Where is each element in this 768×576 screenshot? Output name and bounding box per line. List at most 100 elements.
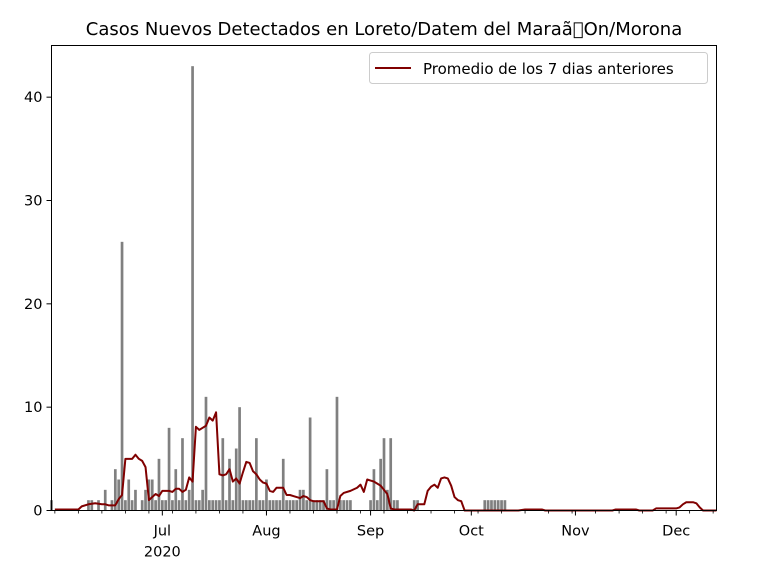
bar — [201, 489, 204, 511]
bar — [164, 500, 168, 511]
bar — [261, 500, 265, 511]
bar — [302, 489, 305, 511]
bar — [496, 500, 500, 511]
x-tick-label: Oct — [459, 524, 484, 540]
bar — [265, 479, 268, 511]
bar — [218, 500, 221, 511]
bar — [103, 489, 107, 511]
bar — [291, 500, 295, 511]
bar — [171, 500, 174, 511]
bar — [117, 479, 121, 511]
bar-series — [50, 66, 507, 511]
bar — [386, 489, 389, 511]
plot-frame — [51, 45, 717, 511]
bar — [295, 500, 299, 511]
bar — [238, 407, 241, 511]
bar — [177, 500, 181, 511]
bar — [389, 438, 393, 511]
x-tick-label: Dec — [662, 524, 690, 540]
bar — [369, 500, 372, 511]
bar — [127, 479, 131, 511]
bar — [281, 458, 285, 511]
legend: Promedio de los 7 dias anteriores — [369, 52, 708, 84]
bar — [97, 500, 100, 511]
bar — [396, 500, 399, 511]
bar — [486, 500, 490, 511]
bar — [130, 500, 134, 511]
bar — [493, 500, 497, 511]
bar — [167, 427, 171, 511]
bar — [228, 458, 231, 511]
bar — [268, 500, 272, 511]
bar — [312, 500, 315, 511]
bar — [248, 500, 251, 511]
bar — [197, 500, 201, 511]
bar — [181, 438, 184, 511]
bar — [483, 500, 487, 511]
bar — [208, 500, 211, 511]
bar — [305, 500, 309, 511]
bar — [214, 500, 218, 511]
bar — [140, 500, 144, 511]
bar — [322, 500, 325, 511]
x-axis: Jul 2020 Aug Sep Oct Nov Dec — [54, 510, 714, 561]
legend-box — [369, 52, 708, 84]
bar — [318, 500, 322, 511]
bar — [154, 500, 157, 511]
y-tick-label: 0 — [33, 504, 42, 520]
bar — [187, 489, 191, 511]
bar — [342, 500, 346, 511]
bar — [375, 500, 379, 511]
bar — [157, 458, 161, 511]
bar — [308, 417, 312, 511]
bar — [500, 500, 503, 511]
x-tick-label: Jul — [153, 524, 172, 540]
x-tick-label: Aug — [252, 524, 280, 540]
bar — [211, 500, 215, 511]
bar — [124, 500, 127, 511]
bar — [332, 500, 335, 511]
bar — [392, 500, 396, 511]
bar — [90, 500, 94, 511]
bar — [288, 500, 292, 511]
bar — [325, 469, 329, 511]
bar — [382, 438, 386, 511]
bar — [241, 500, 245, 511]
bar — [275, 500, 278, 511]
bar — [285, 500, 288, 511]
bar — [150, 479, 154, 511]
chart-title: Casos Nuevos Detectados en Loreto/Datem … — [86, 19, 683, 40]
bar — [503, 500, 507, 511]
bar — [328, 500, 332, 511]
bar — [134, 489, 137, 511]
bar — [345, 500, 349, 511]
bar — [315, 500, 319, 511]
y-tick-label: 40 — [24, 90, 42, 106]
bar — [113, 469, 117, 511]
bar — [490, 500, 493, 511]
bar — [184, 500, 188, 511]
bar — [258, 500, 262, 511]
bar — [191, 66, 194, 511]
legend-label: Promedio de los 7 dias anteriores — [423, 60, 674, 78]
bar — [160, 500, 164, 511]
bar — [194, 500, 198, 511]
bar — [338, 500, 342, 511]
bar — [231, 500, 235, 511]
bar — [144, 489, 147, 511]
bar — [412, 500, 416, 511]
x-tick-label: Sep — [357, 524, 384, 540]
bar — [120, 241, 124, 511]
bar — [271, 500, 275, 511]
y-tick-label: 30 — [24, 194, 42, 210]
x-tick-sublabel: 2020 — [144, 545, 181, 561]
bar — [244, 500, 248, 511]
bar — [204, 396, 208, 511]
x-tick-label: Nov — [561, 524, 590, 540]
y-tick-label: 10 — [24, 400, 42, 416]
bar — [349, 500, 352, 511]
bar — [335, 396, 339, 511]
bar — [251, 500, 255, 511]
bar — [298, 489, 302, 511]
